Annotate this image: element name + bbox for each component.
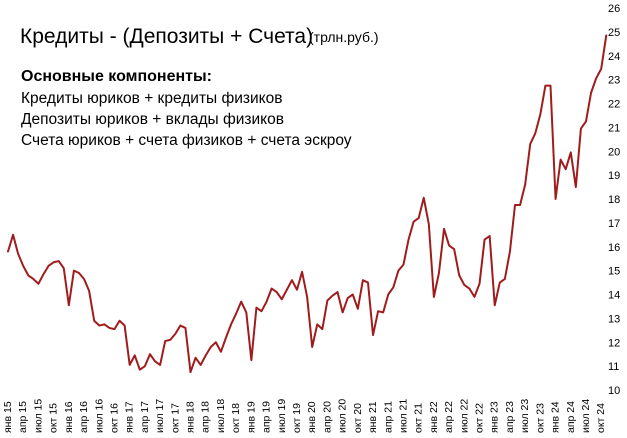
x-tick-label: янв 23	[489, 401, 501, 433]
y-tick-label: 19	[608, 170, 620, 182]
x-tick-label: июл 24	[580, 399, 592, 433]
y-tick-label: 16	[608, 242, 620, 254]
x-tick-label: окт 16	[108, 403, 120, 433]
x-tick-label: июл 17	[154, 399, 166, 433]
y-tick-label: 25	[608, 27, 620, 39]
y-tick-label: 21	[608, 122, 620, 134]
x-tick-label: окт 19	[291, 403, 303, 433]
x-tick-label: апр 24	[565, 401, 577, 433]
y-tick-label: 18	[608, 194, 620, 206]
x-tick-label: апр 19	[261, 401, 273, 433]
chart-annotation: Основные компоненты: Кредиты юриков + кр…	[21, 68, 352, 149]
x-tick-label: янв 19	[245, 401, 257, 433]
x-tick-label: янв 15	[2, 401, 14, 433]
x-axis: янв 15 апр 15 июл 15 окт 15 янв 16 апр 16 июл …	[2, 399, 607, 433]
series-line	[7, 34, 608, 374]
y-tick-label: 24	[608, 51, 620, 63]
x-tick-label: апр 17	[139, 401, 151, 433]
x-tick-label: окт 23	[534, 403, 546, 433]
x-tick-label: апр 15	[17, 401, 29, 433]
x-tick-label: апр 18	[200, 401, 212, 433]
y-tick-label: 26	[608, 3, 620, 15]
x-tick-label: окт 17	[169, 403, 181, 433]
x-tick-label: окт 24	[595, 403, 607, 433]
annotation-line: Кредиты юриков + кредиты физиков	[21, 90, 282, 107]
x-tick-label: июл 22	[458, 399, 470, 433]
y-tick-label: 12	[608, 337, 620, 349]
y-tick-label: 17	[608, 218, 620, 230]
x-tick-label: апр 22	[443, 401, 455, 433]
x-tick-label: июл 18	[215, 399, 227, 433]
y-tick-label: 13	[608, 313, 620, 325]
x-tick-label: окт 20	[352, 403, 364, 433]
annotation-line: Депозиты юриков + вклады физиков	[21, 111, 284, 128]
x-tick-label: янв 18	[185, 401, 197, 433]
annotation-line: Счета юриков + счета физиков + счета эск…	[21, 132, 352, 149]
x-tick-label: окт 15	[48, 403, 60, 433]
x-tick-label: июл 21	[397, 399, 409, 433]
x-tick-label: окт 22	[474, 403, 486, 433]
y-tick-label: 11	[608, 361, 619, 373]
chart-title-text: Кредиты - (Депозиты + Счета)	[20, 25, 313, 48]
y-axis: 10 11 12 13 14 15 16 17 18 19 20 21 22 23 24 25 26	[608, 3, 620, 397]
y-tick-label: 22	[608, 99, 620, 111]
y-tick-label: 10	[608, 385, 620, 397]
y-tick-label: 14	[608, 290, 620, 302]
x-tick-label: июл 19	[276, 399, 288, 433]
x-tick-label: янв 20	[306, 401, 318, 433]
x-tick-label: янв 21	[367, 401, 379, 433]
y-tick-label: 20	[608, 146, 620, 158]
x-tick-label: окт 18	[230, 403, 242, 433]
x-tick-label: июл 23	[519, 399, 531, 433]
x-tick-label: янв 16	[63, 401, 75, 433]
y-tick-label: 23	[608, 75, 620, 87]
chart-title: Кредиты - (Депозиты + Счета) (трлн.руб.)	[20, 25, 379, 48]
series-layer	[7, 34, 608, 374]
x-tick-label: июл 16	[93, 399, 105, 433]
y-tick-label: 15	[608, 266, 620, 278]
x-tick-label: окт 21	[413, 403, 425, 433]
x-tick-label: апр 21	[382, 401, 394, 433]
x-tick-label: июл 15	[32, 399, 44, 433]
x-tick-label: апр 16	[78, 401, 90, 433]
annotation-heading: Основные компоненты:	[21, 68, 212, 85]
x-tick-label: апр 23	[504, 401, 516, 433]
x-tick-label: янв 22	[428, 401, 440, 433]
x-tick-label: янв 24	[550, 401, 562, 433]
x-tick-label: июл 20	[337, 399, 349, 433]
x-tick-label: апр 20	[321, 401, 333, 433]
x-tick-label: янв 17	[124, 401, 136, 433]
chart-title-unit: (трлн.руб.)	[309, 29, 379, 45]
